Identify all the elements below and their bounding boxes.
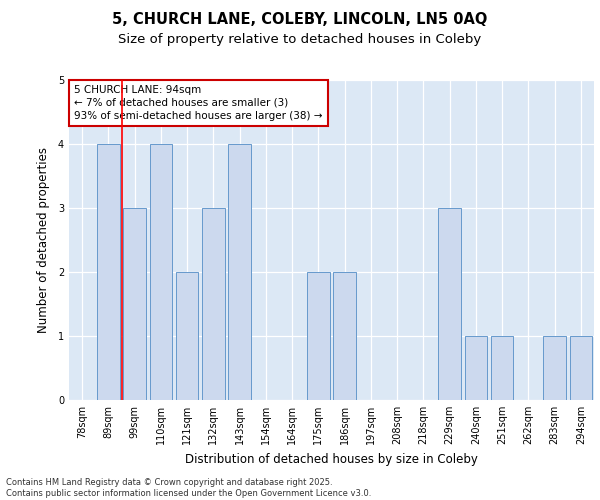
- Bar: [97, 144, 119, 400]
- Text: 5 CHURCH LANE: 94sqm
← 7% of detached houses are smaller (3)
93% of semi-detache: 5 CHURCH LANE: 94sqm ← 7% of detached ho…: [74, 85, 323, 121]
- Bar: [570, 336, 592, 400]
- Bar: [150, 144, 172, 400]
- Bar: [334, 272, 356, 400]
- Bar: [124, 208, 146, 400]
- Bar: [544, 336, 566, 400]
- Text: Contains HM Land Registry data © Crown copyright and database right 2025.
Contai: Contains HM Land Registry data © Crown c…: [6, 478, 371, 498]
- Bar: [176, 272, 198, 400]
- X-axis label: Distribution of detached houses by size in Coleby: Distribution of detached houses by size …: [185, 452, 478, 466]
- Bar: [491, 336, 513, 400]
- Y-axis label: Number of detached properties: Number of detached properties: [37, 147, 50, 333]
- Bar: [439, 208, 461, 400]
- Bar: [229, 144, 251, 400]
- Text: 5, CHURCH LANE, COLEBY, LINCOLN, LN5 0AQ: 5, CHURCH LANE, COLEBY, LINCOLN, LN5 0AQ: [112, 12, 488, 28]
- Text: Size of property relative to detached houses in Coleby: Size of property relative to detached ho…: [118, 32, 482, 46]
- Bar: [465, 336, 487, 400]
- Bar: [307, 272, 329, 400]
- Bar: [202, 208, 224, 400]
